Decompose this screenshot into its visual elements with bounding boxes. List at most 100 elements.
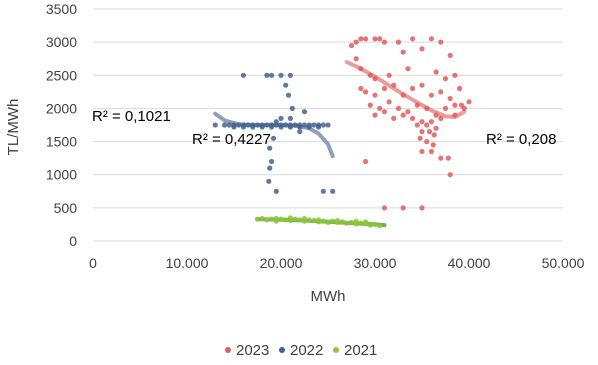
point-2022: [269, 158, 275, 165]
trendline-2023: [344, 60, 467, 119]
point-2023: [372, 112, 378, 118]
point-2023: [442, 76, 449, 82]
point-2023: [372, 36, 378, 42]
point-2021: [344, 220, 350, 226]
point-2023: [457, 85, 463, 92]
point-2021: [339, 219, 345, 225]
point-2023: [452, 102, 458, 108]
point-2023: [391, 82, 397, 88]
legend-marker-2021: [333, 347, 339, 353]
point-2022: [289, 105, 295, 111]
point-2021: [353, 218, 359, 224]
point-2023: [431, 132, 437, 138]
point-2022: [269, 72, 275, 78]
point-2022: [320, 122, 326, 128]
x-tick-label: 10.000: [166, 255, 209, 271]
point-2023: [358, 85, 364, 92]
point-2023: [372, 76, 378, 82]
point-2023: [414, 102, 420, 108]
x-tick-label: 0: [89, 255, 97, 271]
point-2023: [419, 82, 425, 88]
x-axis-ticks: 0 10.000 20.000 30.000 40.000 50.000: [89, 255, 585, 271]
point-2023: [438, 89, 444, 95]
point-2022: [240, 72, 246, 78]
point-2021: [297, 217, 303, 223]
point-2023: [424, 139, 430, 145]
point-2022: [316, 124, 322, 130]
point-2022: [297, 129, 303, 135]
y-tick-label: 2000: [46, 100, 77, 116]
point-2023: [363, 89, 369, 95]
x-tick-label: 40.000: [448, 255, 491, 271]
point-2022: [301, 109, 308, 115]
point-2023: [433, 112, 439, 118]
point-2023: [386, 72, 392, 78]
y-tick-label: 0: [69, 233, 77, 249]
point-2023: [381, 39, 387, 45]
point-2022: [264, 72, 270, 78]
point-2023: [433, 125, 439, 131]
point-2023: [466, 99, 472, 105]
point-2023: [410, 115, 416, 121]
point-2021: [367, 222, 373, 228]
point-2023: [428, 36, 434, 42]
point-2022: [292, 122, 298, 128]
point-2022: [240, 124, 246, 130]
point-2023: [428, 92, 434, 98]
point-2023: [367, 72, 373, 78]
point-2023: [438, 155, 444, 161]
point-2023: [353, 39, 359, 45]
gridlines: [93, 8, 563, 242]
legend-marker-2023: [225, 347, 231, 353]
point-2023: [400, 92, 406, 98]
point-2023: [395, 105, 402, 111]
point-2023: [438, 39, 444, 45]
point-2021: [316, 217, 322, 223]
y-axis-title: TL/MWh: [5, 99, 22, 156]
point-2023: [400, 205, 406, 211]
point-2023: [433, 69, 439, 75]
point-2023: [400, 112, 406, 118]
point-2023: [438, 115, 444, 121]
x-tick-label: 30.000: [354, 255, 397, 271]
point-2022: [231, 124, 237, 130]
point-2023: [419, 119, 425, 125]
point-2023: [348, 42, 355, 49]
point-2023: [419, 205, 425, 211]
legend: 2023 2022 2021: [225, 342, 377, 359]
point-2023: [452, 72, 458, 78]
point-2023: [377, 105, 383, 111]
point-2022: [269, 124, 275, 130]
point-2023: [381, 109, 387, 115]
point-2021: [330, 218, 336, 224]
point-2023: [363, 36, 369, 42]
y-tick-label: 500: [54, 200, 78, 216]
point-2022: [250, 124, 256, 130]
point-2023: [445, 155, 451, 161]
point-2021: [372, 221, 378, 227]
point-2022: [267, 145, 273, 151]
legend-label-2023: 2023: [236, 342, 269, 359]
point-2022: [212, 122, 218, 128]
point-2023: [428, 119, 434, 125]
point-2023: [363, 158, 369, 165]
point-2023: [447, 172, 453, 178]
point-2021: [278, 216, 284, 222]
point-2023: [358, 66, 364, 72]
point-2021: [358, 220, 364, 226]
point-2023: [386, 99, 392, 105]
point-2023: [419, 129, 425, 135]
point-2021: [311, 217, 317, 224]
r2-label-2022: R² = 0,1021: [92, 108, 171, 125]
point-2022: [306, 124, 312, 130]
point-2022: [222, 122, 228, 128]
point-2021: [287, 215, 293, 221]
point-2021: [269, 216, 275, 222]
point-2023: [419, 148, 425, 155]
x-tick-label: 20.000: [260, 255, 303, 271]
point-2021: [363, 219, 369, 225]
y-tick-label: 1500: [46, 134, 77, 150]
point-2021: [264, 217, 270, 223]
point-2023: [430, 142, 436, 148]
